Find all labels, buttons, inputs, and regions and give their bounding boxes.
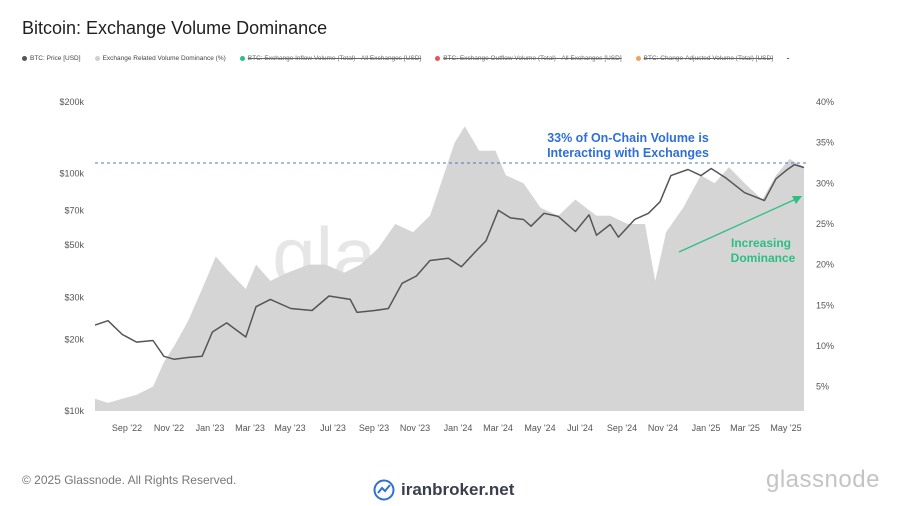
legend-item-btc-price[interactable]: BTC: Price [USD] — [22, 55, 81, 62]
btc-price-line — [94, 163, 805, 361]
increasing-dominance-arrow — [678, 198, 797, 253]
brand-watermark: iranbroker.net — [373, 479, 514, 501]
left-axis-ticks: $10k $20k $30k $50k $70k $100k $200k — [59, 97, 84, 416]
chart-legend: BTC: Price [USD] Exchange Related Volume… — [22, 55, 789, 62]
right-axis-tick-label: 5% — [816, 382, 829, 392]
x-axis-tick-label: Jul '24 — [567, 423, 593, 433]
left-axis-tick-label: $10k — [64, 406, 84, 416]
x-axis-tick-label: Mar '23 — [235, 423, 265, 433]
legend-item-inflow[interactable]: BTC: Exchange Inflow Volume (Total) - Al… — [239, 55, 422, 62]
legend-label: BTC: Price [USD] — [30, 55, 81, 62]
legend-item-dominance[interactable]: Exchange Related Volume Dominance (%) — [94, 55, 226, 62]
brand-text: iranbroker.net — [401, 480, 515, 499]
legend-item-outflow[interactable]: BTC: Exchange Outflow Volume (Total) - A… — [435, 55, 622, 62]
right-axis-tick-label: 20% — [816, 260, 834, 270]
x-axis-tick-label: Nov '23 — [400, 423, 430, 433]
legend-label: Exchange Related Volume Dominance (%) — [102, 55, 226, 62]
page-title: Bitcoin: Exchange Volume Dominance — [22, 18, 328, 38]
left-axis-tick-label: $20k — [64, 335, 84, 345]
annotation-33pct-line1: 33% of On-Chain Volume is — [547, 131, 709, 145]
left-axis-tick-label: $30k — [64, 293, 84, 303]
right-axis-tick-label: 10% — [816, 341, 834, 351]
dominance-area-layer — [95, 126, 804, 412]
left-axis-tick-label: $70k — [64, 205, 84, 215]
left-axis-tick-label: $200k — [59, 97, 84, 107]
right-axis-tick-label: 40% — [816, 97, 834, 107]
right-axis-ticks: 5% 10% 15% 20% 25% 30% 35% 40% — [816, 97, 834, 392]
trend-logo-icon — [373, 479, 395, 501]
x-axis-tick-label: Jan '23 — [196, 423, 225, 433]
x-axis-tick-label: Nov '24 — [648, 423, 678, 433]
right-axis-tick-label: 30% — [816, 178, 834, 188]
copyright-text: © 2025 Glassnode. All Rights Reserved. — [22, 473, 237, 487]
legend-label: - — [787, 55, 790, 62]
x-axis-tick-label: Jan '24 — [444, 423, 473, 433]
legend-dot-icon — [239, 56, 245, 61]
x-axis-tick-label: May '24 — [524, 423, 555, 433]
legend-label: BTC: Change-Adjusted Volume (Total) [USD… — [643, 55, 774, 62]
x-axis-tick-label: Mar '25 — [730, 423, 760, 433]
legend-item-more[interactable]: - — [787, 55, 789, 62]
x-axis-ticks: Sep '22 Nov '22 Jan '23 Mar '23 May '23 Jul '… — [112, 423, 802, 433]
x-axis-tick-label: Jul '23 — [320, 423, 346, 433]
x-axis-tick-label: Sep '24 — [607, 423, 637, 433]
right-axis-tick-label: 35% — [816, 138, 834, 148]
legend-dot-icon — [94, 56, 100, 61]
x-axis-tick-label: Sep '23 — [359, 423, 389, 433]
x-axis-tick-label: Mar '24 — [483, 423, 513, 433]
x-axis-tick-label: Jan '25 — [692, 423, 721, 433]
legend-label: BTC: Exchange Inflow Volume (Total) - Al… — [247, 55, 422, 62]
price-line-layer — [94, 163, 805, 361]
legend-dot-icon — [22, 56, 27, 61]
x-axis-tick-label: May '25 — [770, 423, 801, 433]
legend-dot-icon — [635, 56, 641, 61]
legend-item-change-adjusted[interactable]: BTC: Change-Adjusted Volume (Total) [USD… — [635, 55, 774, 62]
legend-label: BTC: Exchange Outflow Volume (Total) - A… — [443, 55, 622, 62]
x-axis-tick-label: Sep '22 — [112, 423, 142, 433]
arrow-head-icon — [792, 196, 802, 204]
glassnode-logo: glassnode — [766, 466, 880, 493]
x-axis-tick-label: May '23 — [274, 423, 305, 433]
right-axis-tick-label: 15% — [816, 300, 834, 310]
left-axis-tick-label: $50k — [64, 240, 84, 250]
left-axis-tick-label: $100k — [59, 169, 84, 179]
annotation-increasing: Increasing — [731, 236, 791, 250]
x-axis-tick-label: Nov '22 — [154, 423, 184, 433]
right-axis-tick-label: 25% — [816, 219, 834, 229]
chart: glassnode 33% of On-Chain Volume is Inte… — [59, 97, 834, 433]
annotation-dominance: Dominance — [731, 251, 796, 265]
legend-dot-icon — [435, 56, 441, 61]
dominance-area — [95, 126, 804, 412]
annotation-33pct-line2: Interacting with Exchanges — [547, 146, 709, 160]
